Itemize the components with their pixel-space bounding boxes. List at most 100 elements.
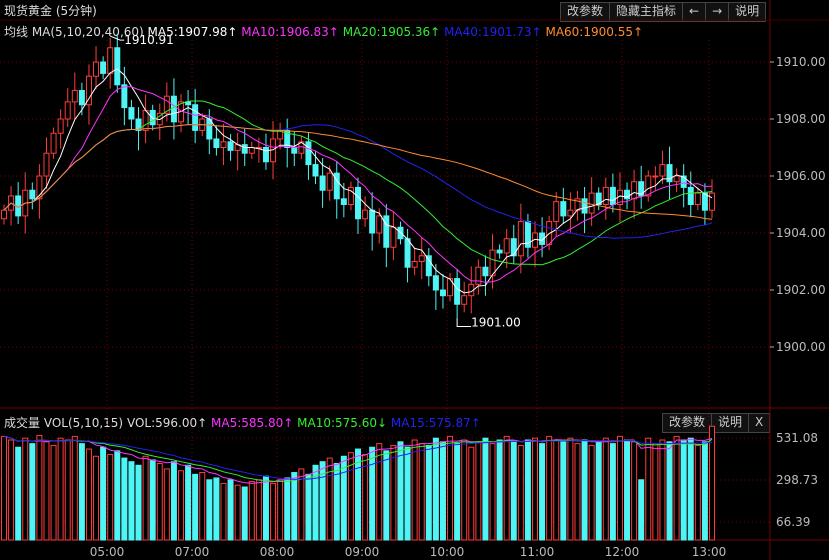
arrow-right-icon[interactable]: →: [705, 3, 729, 21]
candle-down: [319, 175, 326, 191]
candle-up: [142, 109, 149, 131]
candle-up: [220, 141, 227, 149]
volume-bar-up: [71, 435, 78, 541]
candle-up: [163, 95, 170, 114]
candle-up: [362, 209, 369, 220]
candle-down: [114, 47, 121, 86]
help-button[interactable]: 说明: [728, 3, 766, 21]
vol-toolbar: 改参数 说明 X: [662, 413, 771, 433]
volume-bar-down: [609, 443, 616, 541]
candle-down: [291, 147, 298, 154]
candle-up: [390, 226, 397, 248]
time-tick-label: 05:00: [90, 545, 125, 559]
candle-down: [666, 164, 673, 183]
candle-down: [638, 181, 645, 197]
vol-tick-label: 298.73: [776, 473, 818, 487]
low-marker: [456, 318, 472, 327]
candle-up: [347, 186, 354, 205]
volume-bar-up: [50, 444, 57, 541]
candle-down: [425, 255, 432, 277]
candle-down: [135, 118, 142, 131]
low-label: 1901.00: [471, 316, 521, 330]
vol-help-button[interactable]: 说明: [711, 414, 749, 432]
ma60-value: MA60:1900.55↑: [545, 25, 644, 39]
volume-bar-up: [57, 437, 64, 541]
volume-bar-up: [532, 437, 538, 541]
ma10-line: [3, 86, 713, 283]
volume-bar-up: [248, 481, 255, 541]
volume-bar-down: [624, 439, 631, 541]
volume-bar-up: [553, 439, 560, 541]
volume-bar-down: [340, 455, 347, 541]
candle-down: [333, 172, 340, 200]
volume-bar-up: [546, 435, 553, 541]
volume-bar-down: [680, 439, 687, 541]
volume-bar-up: [709, 425, 715, 541]
volume-bar-down: [432, 437, 439, 541]
volume-bar-down: [638, 479, 645, 541]
volume-bar-down: [100, 446, 107, 541]
volume-bar-up: [517, 444, 524, 541]
volume-bar-down: [213, 477, 220, 541]
arrow-left-icon[interactable]: ←: [682, 3, 706, 21]
volume-bar-down: [149, 459, 156, 541]
volume-bar-down: [404, 446, 411, 541]
candle-up: [248, 147, 255, 154]
candle-up: [553, 201, 560, 223]
vol-change-params-button[interactable]: 改参数: [663, 414, 712, 432]
candle-down: [192, 104, 199, 131]
candle-down: [680, 175, 687, 188]
candle-down: [687, 186, 694, 205]
volume-bar-down: [206, 479, 213, 541]
candle-up: [694, 192, 701, 206]
volume-bar-up: [85, 448, 92, 541]
candle-up: [588, 192, 595, 214]
change-params-button[interactable]: 改参数: [561, 3, 610, 21]
volume-bar-up: [93, 455, 100, 541]
vol-close-button[interactable]: X: [748, 414, 770, 432]
candle-up: [326, 172, 333, 191]
main-toolbar: 改参数 隐藏主指标 ← → 说明: [560, 2, 767, 22]
volume-bar-down: [121, 457, 128, 541]
vol-ma10-value: MA10:575.60↓: [297, 416, 388, 430]
price-tick-label: 1910.00: [776, 55, 826, 69]
candle-down: [227, 141, 234, 151]
volume-bar-up: [652, 443, 659, 541]
candle-down: [609, 186, 616, 205]
candle-down: [404, 238, 411, 268]
volume-bar-up: [277, 479, 284, 541]
volume-bar-down: [333, 463, 340, 541]
volume-bar-up: [156, 463, 163, 541]
candle-down: [149, 109, 156, 126]
price-tick-label: 1908.00: [776, 112, 826, 126]
vol-tick-label: 531.08: [776, 431, 818, 445]
candle-up: [1, 209, 7, 220]
time-tick-label: 07:00: [175, 545, 210, 559]
ma20-value: MA20:1905.36↑: [342, 25, 441, 39]
time-tick-label: 09:00: [345, 545, 380, 559]
candle-up: [64, 101, 71, 120]
volume-bar-down: [305, 473, 312, 541]
volume-bar-down: [369, 446, 376, 541]
time-tick-label: 13:00: [692, 545, 727, 559]
candle-down: [432, 275, 439, 291]
volume-bar-up: [659, 439, 666, 541]
volume-bar-down: [128, 461, 135, 541]
volume-bar-up: [270, 482, 277, 541]
candle-down: [213, 138, 220, 148]
volume-bar-up: [347, 452, 354, 541]
volume-bar-up: [376, 443, 383, 541]
candle-down: [369, 209, 376, 234]
hide-indicator-button[interactable]: 隐藏主指标: [609, 3, 683, 21]
volume-bar-up: [326, 457, 333, 541]
volume-bar-up: [418, 443, 425, 541]
candle-up: [652, 175, 659, 178]
volume-bar-up: [255, 479, 262, 541]
ma-label: 均线 MA(5,10,20,40,60): [4, 25, 144, 39]
volume-bar-up: [362, 453, 369, 541]
volume-bar-up: [220, 482, 227, 541]
time-tick-label: 12:00: [605, 545, 640, 559]
vol-ma5-value: MA5:585.80↑: [211, 416, 294, 430]
time-tick-label: 08:00: [260, 545, 295, 559]
